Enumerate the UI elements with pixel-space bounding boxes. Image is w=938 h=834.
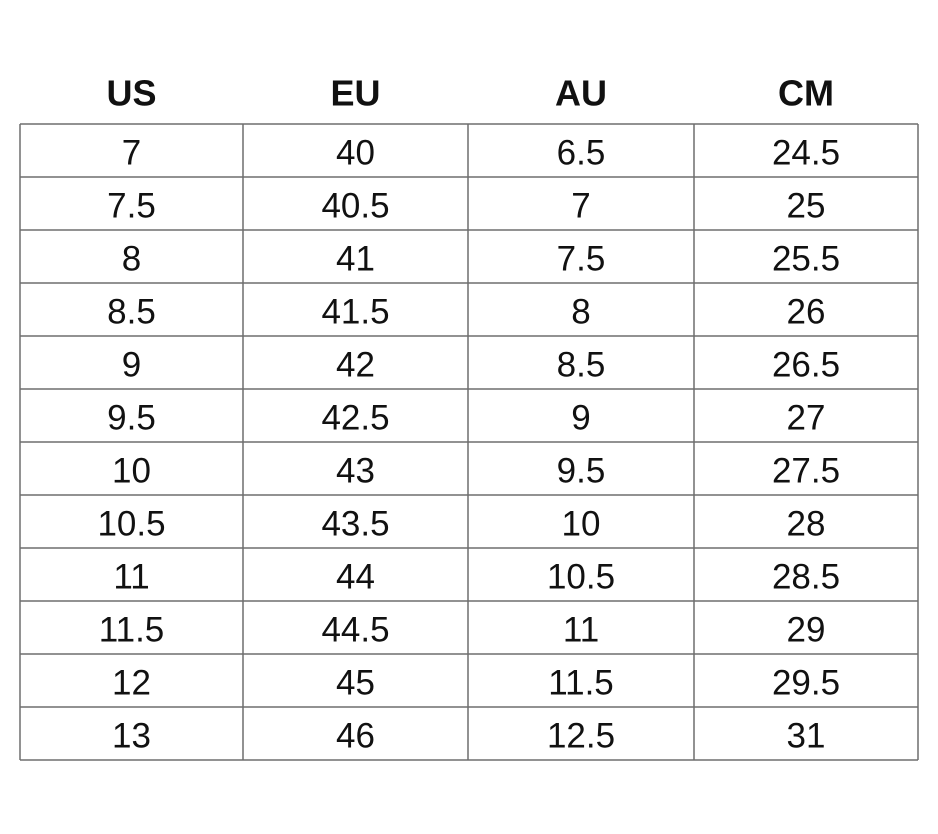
cell: 9.5 [107, 399, 156, 438]
cell: 10.5 [97, 505, 165, 544]
cell: 7.5 [107, 187, 156, 226]
cell: 43.5 [321, 505, 389, 544]
cell: 25.5 [772, 240, 840, 279]
column-header: US [106, 73, 156, 114]
cell: 24.5 [772, 134, 840, 173]
cell: 8.5 [557, 346, 606, 385]
cell: 42 [336, 346, 375, 385]
column-header: CM [778, 73, 834, 114]
cell: 10.5 [547, 558, 615, 597]
cell: 25 [787, 187, 826, 226]
cell: 41.5 [321, 293, 389, 332]
cell: 43 [336, 452, 375, 491]
cell: 7 [571, 187, 590, 226]
cell: 29 [787, 611, 826, 650]
cell: 41 [336, 240, 375, 279]
cell: 9.5 [557, 452, 606, 491]
cell: 40 [336, 134, 375, 173]
cell: 11.5 [99, 611, 165, 650]
cell: 11 [113, 558, 149, 597]
cell: 44.5 [321, 611, 389, 650]
cell: 8 [571, 293, 590, 332]
cell: 31 [787, 717, 826, 756]
cell: 12 [112, 664, 151, 703]
cell: 46 [336, 717, 375, 756]
cell: 9 [122, 346, 141, 385]
cell: 8 [122, 240, 141, 279]
column-header: EU [330, 73, 380, 114]
cell: 42.5 [321, 399, 389, 438]
cell: 28 [787, 505, 826, 544]
cell: 28.5 [772, 558, 840, 597]
cell: 7.5 [557, 240, 606, 279]
cell: 45 [336, 664, 375, 703]
cell: 13 [112, 717, 151, 756]
cell: 9 [571, 399, 590, 438]
column-header: AU [555, 73, 607, 114]
cell: 10 [562, 505, 601, 544]
cell: 40.5 [321, 187, 389, 226]
cell: 26.5 [772, 346, 840, 385]
cell: 29.5 [772, 664, 840, 703]
cell: 44 [336, 558, 375, 597]
cell: 27.5 [772, 452, 840, 491]
cell: 7 [122, 134, 141, 173]
cell: 6.5 [557, 134, 606, 173]
cell: 26 [787, 293, 826, 332]
cell: 10 [112, 452, 151, 491]
cell: 11.5 [548, 664, 614, 703]
cell: 12.5 [547, 717, 615, 756]
cell: 8.5 [107, 293, 156, 332]
cell: 27 [787, 399, 826, 438]
cell: 11 [563, 611, 599, 650]
